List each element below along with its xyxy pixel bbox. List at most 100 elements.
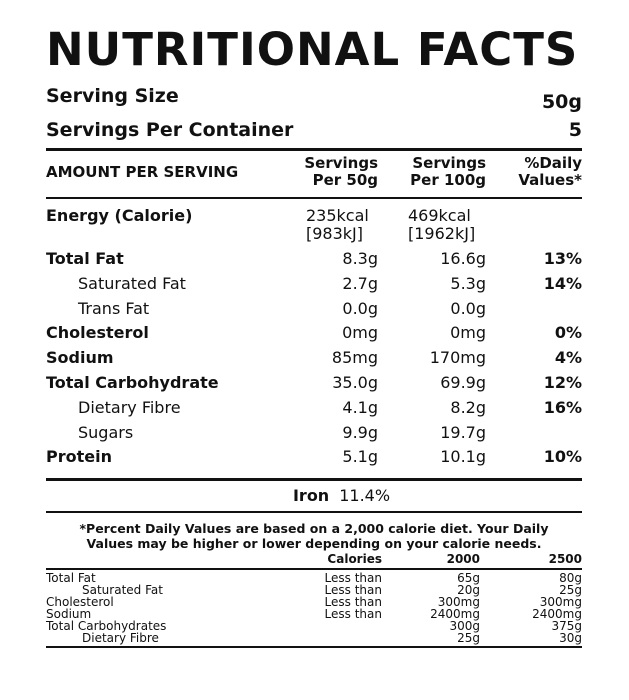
reference-2000: 65g [457,571,480,586]
reference-limit [276,620,382,632]
nutrient-label: Sodium [46,348,114,368]
nutrient-per-100g: 10.1g [440,447,486,467]
nutrient-daily-value [486,421,582,446]
reference-2500: 2400mg [532,607,582,622]
nutrient-per-50g: 8.3g [342,249,378,268]
reference-limit: Less than [324,571,382,586]
nutrient-per-100g: 8.2g [450,397,486,417]
nutrient-daily-value: 0% [554,323,582,343]
energy-per-50g-kj: [983kJ] [306,224,364,243]
footnote: *Percent Daily Values are based on a 2,0… [46,513,582,553]
reference-2500: 375g [551,619,582,634]
nutrient-daily-value: 4% [554,348,582,368]
nutrient-label: Dietary Fibre [78,397,181,417]
reference-table: Total Fat Less than 65g 80g Saturated Fa… [46,570,582,646]
iron-value: 11.4% [339,486,391,506]
nutrient-daily-value: 10% [543,447,582,467]
reference-label: Dietary Fibre [82,631,159,646]
nutrient-per-100g: 0.0g [450,298,486,318]
nutrient-per-50g: 0mg [342,323,378,343]
divider [46,511,582,514]
nutrient-table: Total Fat 8.3g 16.6g 13% Saturated Fat 2… [46,247,582,470]
reference-2000: 20g [457,583,480,598]
reference-2000: 300g [449,619,480,634]
reference-header-2500: 2500 [548,552,582,567]
energy-per-100g: 469kcal [1962kJ] [378,207,486,243]
reference-label: Total Carbohydrates [46,619,167,634]
reference-2000: 25g [457,631,480,646]
label-title: NUTRITIONAL FACTS [46,23,579,76]
nutrient-per-50g: 5.1g [342,447,378,467]
nutrient-per-50g: 2.7g [342,273,378,293]
reference-limit: Less than [324,583,382,598]
reference-limit [276,632,382,644]
divider [46,646,582,649]
per-50g-header: Servings Per 50g [286,155,378,189]
nutrient-label: Trans Fat [78,298,150,318]
iron-row: Iron 11.4% [46,481,582,511]
reference-limit: Less than [324,595,382,610]
serving-size-label: Serving Size [46,85,179,107]
nutrient-label: Saturated Fat [78,273,186,293]
nutrient-per-100g: 5.3g [450,273,486,293]
energy-row: Energy (Calorie) 235kcal [983kJ] 469kcal… [46,207,582,243]
servings-per-container-row: Servings Per Container 5 [46,116,582,144]
amount-per-serving-header: AMOUNT PER SERVING [46,163,239,181]
energy-per-50g-kcal: 235kcal [306,206,369,225]
reference-limit: Less than [324,607,382,622]
per-50g-header-line1: Servings [304,154,378,172]
nutrient-daily-value: 12% [543,372,582,392]
nutrient-per-100g: 170mg [429,348,486,368]
daily-value-header: %Daily Values* [486,155,582,189]
serving-size-value: 50g [541,91,582,113]
reference-2500: 30g [559,631,582,646]
reference-label: Cholesterol [46,595,114,610]
nutrition-label: NUTRITIONAL FACTS Serving Size 50g Servi… [46,20,582,649]
reference-2500: 300mg [539,595,582,610]
nutrient-per-100g: 69.9g [440,372,486,392]
reference-2500: 80g [559,571,582,586]
reference-2500: 25g [559,583,582,598]
reference-header: Calories 2000 2500 [46,553,582,565]
reference-2000: 2400mg [430,607,480,622]
nutrient-daily-value: 14% [543,273,582,293]
iron-label: Iron [292,486,330,506]
nutrient-per-50g: 0.0g [342,298,378,318]
nutrient-label: Total Fat [46,249,124,268]
energy-label: Energy (Calorie) [46,206,193,225]
reference-label: Saturated Fat [82,583,163,598]
divider [46,568,582,571]
nutrient-daily-value: 16% [543,397,582,417]
divider [46,197,582,199]
reference-header-calories: Calories [327,552,382,567]
daily-value-header-line1: %Daily [524,154,582,172]
nutrient-per-100g: 16.6g [440,249,486,268]
nutrient-per-100g: 0mg [450,323,486,343]
nutrient-per-50g: 85mg [331,348,378,368]
reference-label: Sodium [46,607,92,622]
servings-per-container-label: Servings Per Container [46,119,294,141]
column-header: AMOUNT PER SERVING Servings Per 50g Serv… [46,155,582,189]
nutrient-per-50g: 4.1g [342,397,378,417]
reference-header-label [46,553,276,565]
nutrient-daily-value [486,297,582,322]
per-50g-header-line2: Per 50g [312,171,378,189]
nutrient-label: Protein [46,447,112,467]
nutrient-daily-value: 13% [543,249,582,268]
nutrient-per-50g: 9.9g [342,422,378,442]
serving-size-row: Serving Size 50g [46,82,582,116]
energy-per-100g-kcal: 469kcal [408,206,471,225]
nutrient-label: Sugars [78,422,134,442]
daily-value-header-line2: Values* [518,171,582,189]
servings-per-container-value: 5 [568,119,582,141]
reference-header-2000: 2000 [446,552,480,567]
per-100g-header-line1: Servings [412,154,486,172]
divider [46,478,582,482]
energy-per-50g: 235kcal [983kJ] [286,207,378,243]
per-100g-header: Servings Per 100g [378,155,486,189]
nutrient-label: Cholesterol [46,323,149,343]
footnote-line: *Percent Daily Values are based on a 2,0… [79,521,549,537]
reference-2000: 300mg [437,595,480,610]
nutrient-per-50g: 35.0g [332,372,378,392]
nutrient-label: Total Carbohydrate [46,372,219,392]
